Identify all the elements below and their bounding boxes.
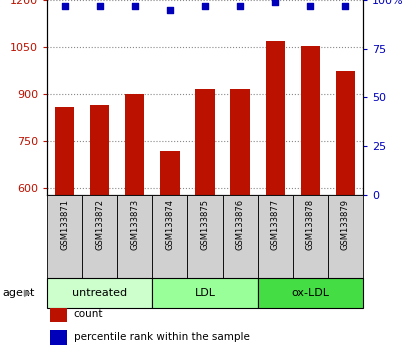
Text: GSM133876: GSM133876 — [235, 199, 244, 250]
Text: GSM133872: GSM133872 — [95, 199, 104, 250]
Point — [236, 3, 243, 9]
Text: GSM133874: GSM133874 — [165, 199, 174, 250]
Point — [201, 3, 208, 9]
Bar — [47, 195, 82, 278]
Bar — [90, 105, 109, 195]
Bar — [327, 195, 362, 278]
Text: percentile rank within the sample: percentile rank within the sample — [74, 332, 249, 342]
Text: GSM133877: GSM133877 — [270, 199, 279, 250]
Bar — [222, 195, 257, 278]
Text: ▶: ▶ — [24, 288, 31, 298]
Bar — [152, 278, 257, 308]
Bar — [50, 307, 67, 322]
Text: GSM133879: GSM133879 — [340, 199, 349, 250]
Bar — [82, 195, 117, 278]
Bar — [187, 195, 222, 278]
Point — [61, 3, 68, 9]
Bar — [292, 195, 327, 278]
Text: count: count — [74, 309, 103, 319]
Text: agent: agent — [2, 288, 34, 298]
Bar — [257, 195, 292, 278]
Bar — [50, 330, 67, 345]
Point — [131, 3, 138, 9]
Text: GSM133873: GSM133873 — [130, 199, 139, 250]
Point — [306, 3, 313, 9]
Bar — [300, 46, 319, 195]
Bar — [335, 71, 354, 195]
Text: untreated: untreated — [72, 288, 127, 298]
Point — [166, 7, 173, 13]
Text: ox-LDL: ox-LDL — [290, 288, 328, 298]
Bar — [125, 94, 144, 195]
Text: GSM133875: GSM133875 — [200, 199, 209, 250]
Bar — [117, 195, 152, 278]
Bar — [265, 41, 284, 195]
Text: GSM133878: GSM133878 — [305, 199, 314, 250]
Bar — [152, 195, 187, 278]
Bar — [55, 107, 74, 195]
Text: GSM133871: GSM133871 — [60, 199, 69, 250]
Bar — [257, 278, 362, 308]
Bar — [195, 90, 214, 195]
Point — [341, 3, 348, 9]
Bar — [230, 90, 249, 195]
Point — [271, 0, 278, 5]
Bar — [160, 151, 179, 195]
Text: LDL: LDL — [194, 288, 215, 298]
Bar — [47, 278, 152, 308]
Point — [96, 3, 103, 9]
